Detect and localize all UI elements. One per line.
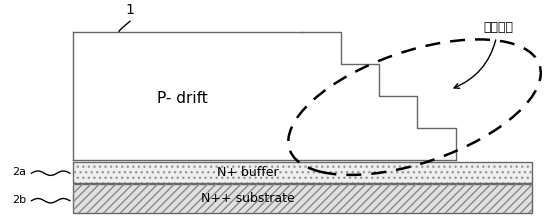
Text: P- drift: P- drift xyxy=(157,91,207,106)
Bar xyxy=(73,32,401,160)
Bar xyxy=(73,184,532,213)
Text: 2a: 2a xyxy=(12,167,26,177)
Bar xyxy=(379,96,417,160)
Bar xyxy=(302,32,340,160)
Bar xyxy=(73,162,532,183)
Bar xyxy=(417,128,455,160)
Bar xyxy=(340,64,379,160)
Text: N++ substrate: N++ substrate xyxy=(201,192,294,205)
Text: 1: 1 xyxy=(125,3,134,17)
Text: 2b: 2b xyxy=(12,195,26,204)
Text: N+ buffer: N+ buffer xyxy=(217,166,278,179)
Bar xyxy=(73,162,532,183)
Bar xyxy=(73,184,532,213)
Text: 阶梯结构: 阶梯结构 xyxy=(454,21,513,88)
